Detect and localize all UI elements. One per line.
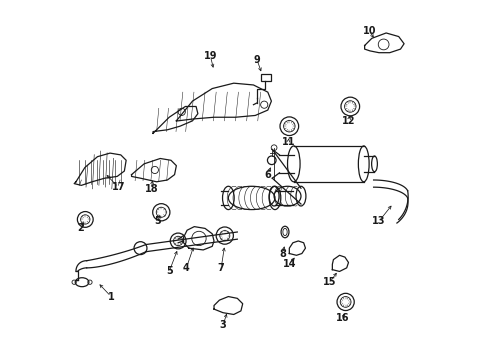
Text: 2: 2	[77, 224, 84, 233]
Text: 1: 1	[107, 292, 114, 302]
Text: 8: 8	[279, 248, 285, 258]
Text: 5: 5	[154, 216, 161, 226]
Text: 7: 7	[217, 263, 224, 273]
Text: 15: 15	[323, 277, 336, 287]
Text: 17: 17	[111, 182, 125, 192]
Text: 3: 3	[219, 320, 226, 330]
Text: 10: 10	[362, 26, 375, 36]
Text: 12: 12	[341, 116, 354, 126]
Text: 4: 4	[183, 263, 189, 273]
Text: 18: 18	[144, 184, 158, 194]
Text: 14: 14	[282, 259, 295, 269]
Text: 6: 6	[264, 170, 271, 180]
Text: 5: 5	[165, 266, 172, 276]
Bar	[260, 74, 270, 81]
Text: 19: 19	[203, 51, 217, 61]
Text: 13: 13	[371, 216, 385, 226]
Text: 9: 9	[253, 55, 260, 65]
Text: 16: 16	[336, 313, 349, 323]
Text: 11: 11	[281, 138, 294, 147]
